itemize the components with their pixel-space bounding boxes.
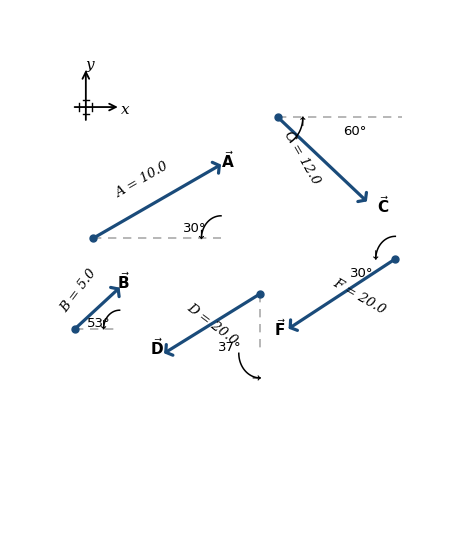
Text: $\vec{\mathbf{D}}$: $\vec{\mathbf{D}}$ (150, 337, 164, 358)
Text: 30°: 30° (350, 267, 373, 280)
Text: x: x (121, 103, 130, 117)
Text: $\vec{\mathbf{C}}$: $\vec{\mathbf{C}}$ (376, 195, 389, 216)
Text: B = 5.0: B = 5.0 (58, 267, 99, 315)
Text: A = 10.0: A = 10.0 (113, 160, 170, 200)
Text: $\vec{\mathbf{F}}$: $\vec{\mathbf{F}}$ (274, 318, 286, 339)
Text: $\vec{\mathbf{B}}$: $\vec{\mathbf{B}}$ (117, 271, 129, 292)
Text: y: y (86, 58, 95, 72)
Text: C = 12.0: C = 12.0 (282, 128, 323, 187)
Text: F = 20.0: F = 20.0 (330, 277, 387, 317)
Text: 53°: 53° (86, 317, 110, 330)
Text: 60°: 60° (343, 125, 366, 138)
Text: $\vec{\mathbf{A}}$: $\vec{\mathbf{A}}$ (221, 150, 235, 171)
Text: 37°: 37° (218, 341, 242, 353)
Text: D = 20.0: D = 20.0 (185, 302, 240, 348)
Text: 30°: 30° (183, 222, 206, 235)
